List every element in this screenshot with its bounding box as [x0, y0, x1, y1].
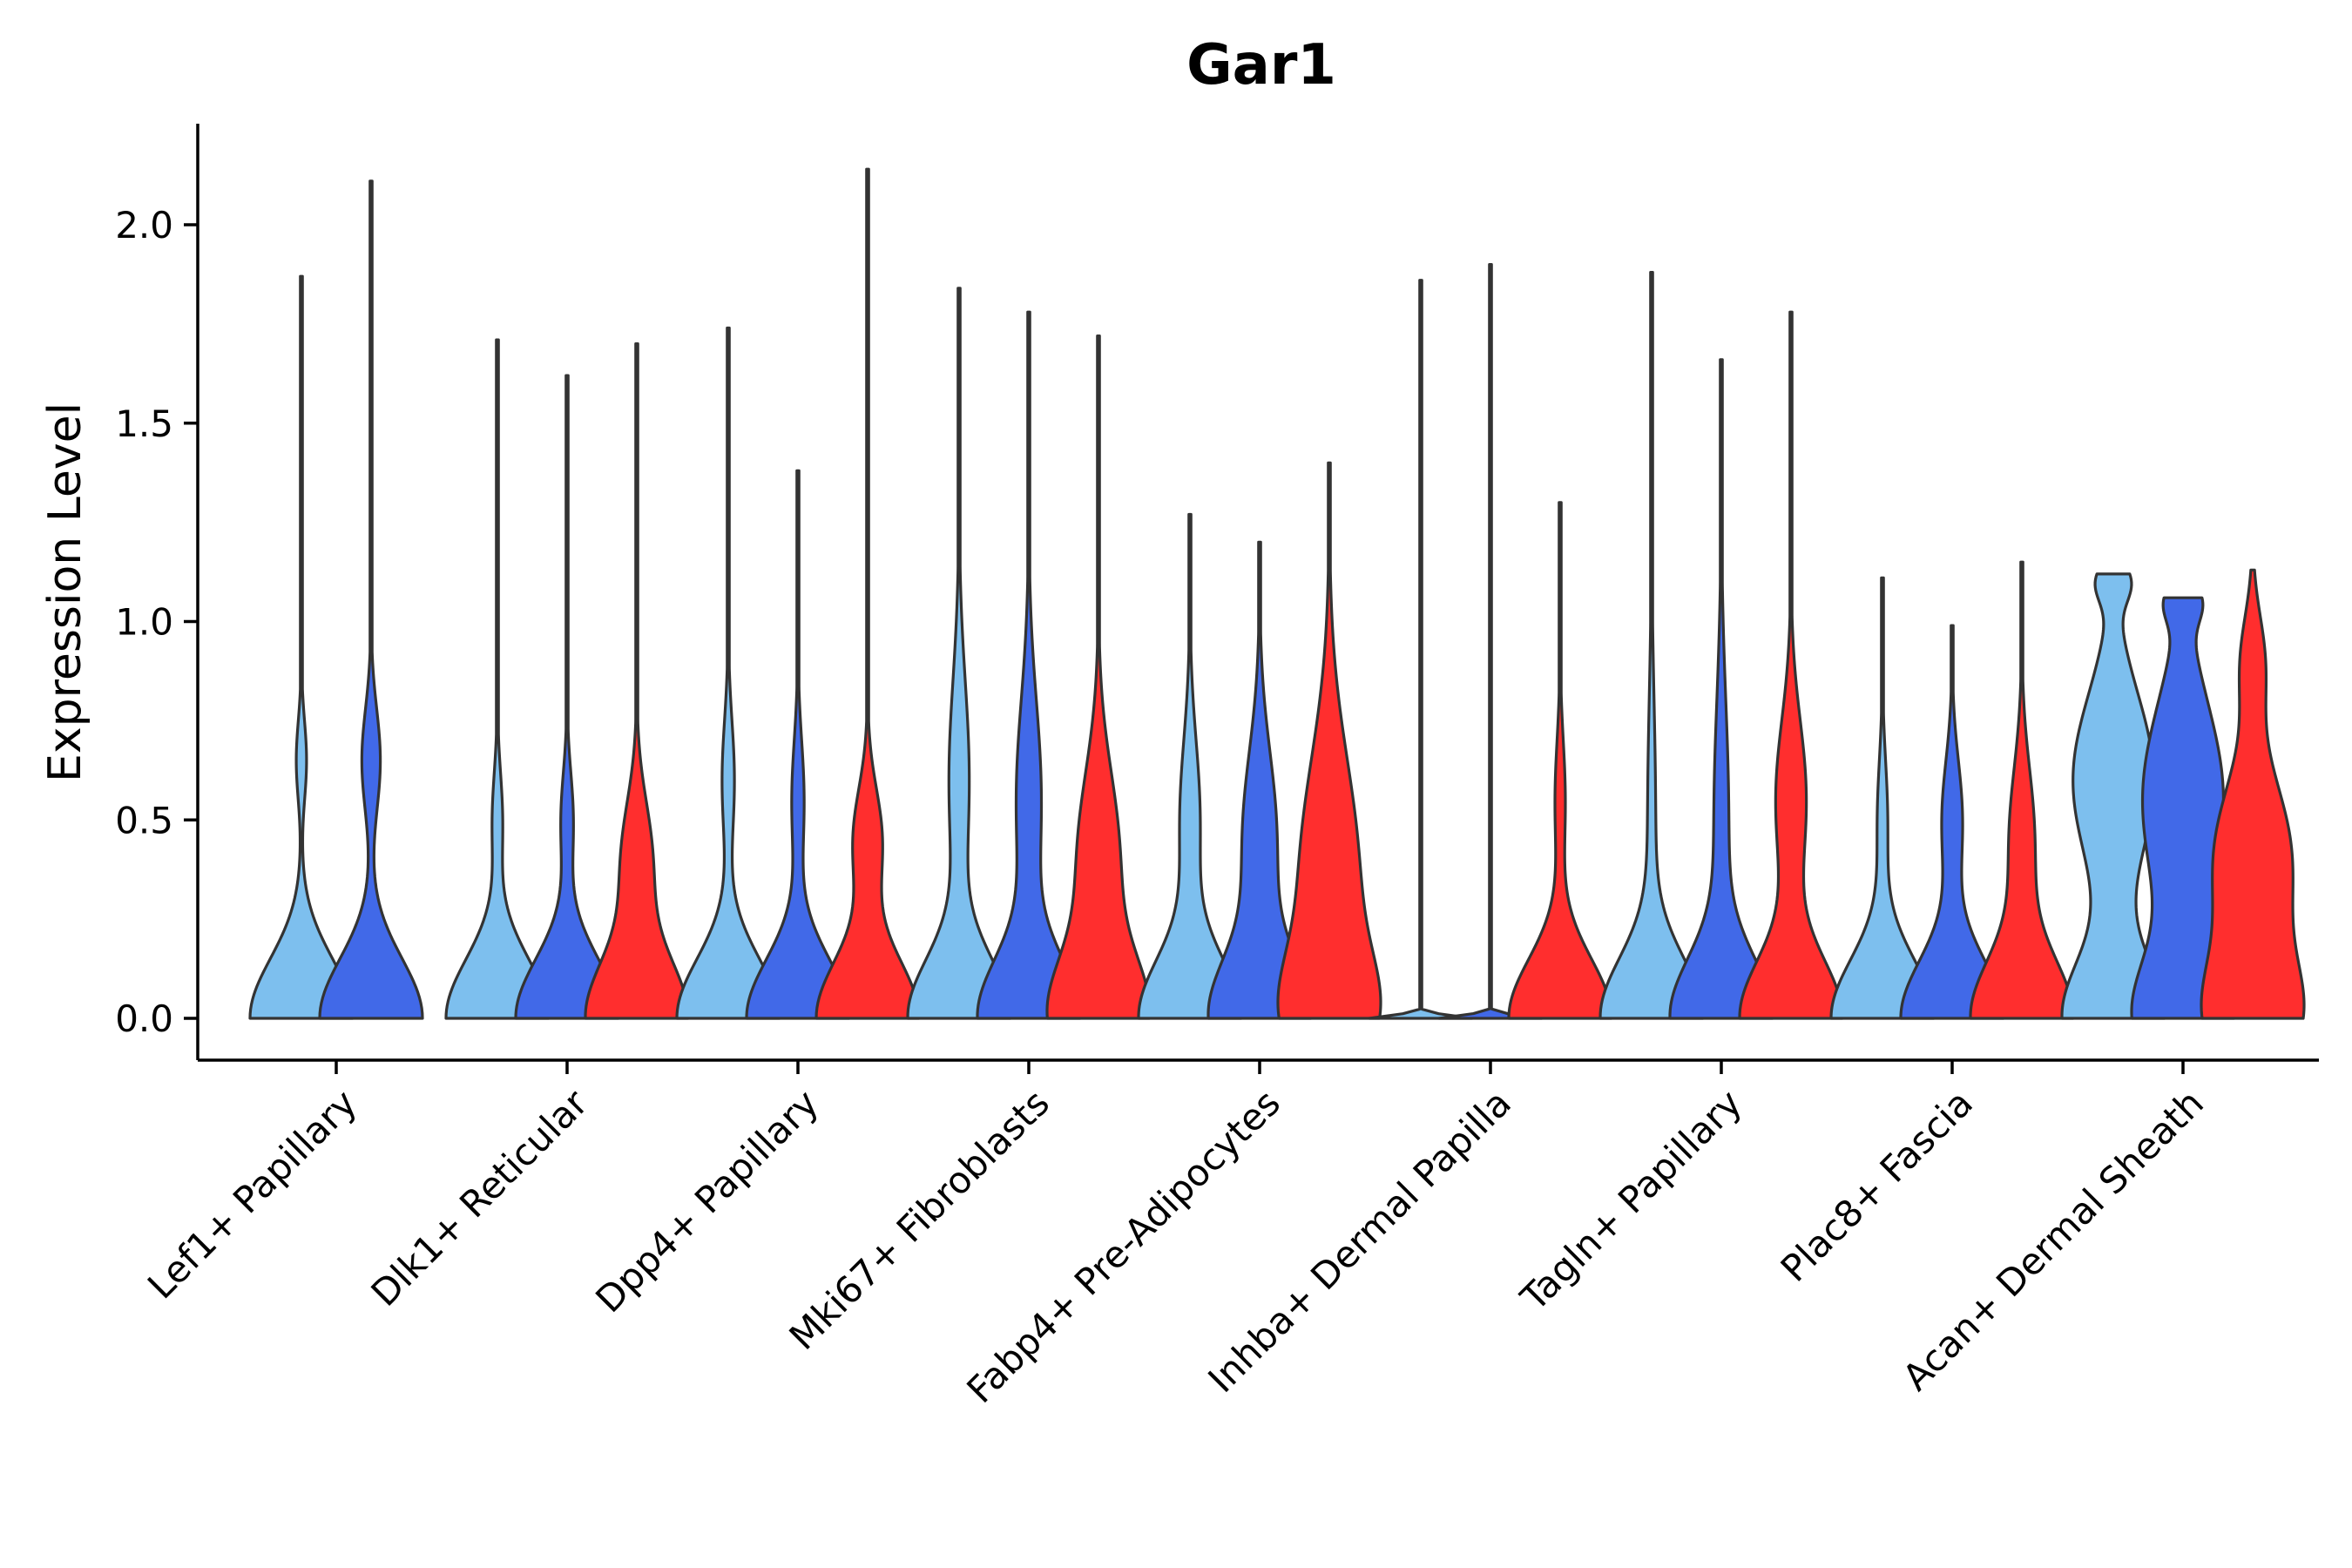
violin-mark: [1668, 358, 1774, 1020]
violin-mark: [1899, 624, 2005, 1020]
y-tick-label: 1.0: [115, 601, 173, 644]
violin-mark: [1437, 262, 1544, 1020]
x-tick-label: Mki67+ Fibroblasts: [781, 1081, 1058, 1357]
y-tick-label: 2.0: [115, 204, 173, 247]
violin-mark: [1368, 279, 1474, 1020]
y-tick-label: 0.0: [115, 997, 173, 1040]
violin-mark: [1507, 501, 1613, 1020]
x-tick-label: Dlk1+ Reticular: [363, 1081, 597, 1315]
y-tick-label: 0.5: [115, 799, 173, 841]
violin-mark: [2060, 572, 2166, 1020]
violin-mark: [1738, 310, 1844, 1020]
violin-mark: [1045, 334, 1152, 1020]
violin-mark: [1829, 576, 1936, 1020]
violin-mark: [906, 287, 1012, 1020]
violin-mark: [745, 469, 851, 1020]
y-axis-label: Expression Level: [39, 402, 91, 782]
violin-mark: [976, 310, 1082, 1020]
x-tick-label: Plac8+ Fascia: [1773, 1081, 1981, 1289]
violin-mark: [318, 179, 424, 1020]
x-tick-label: Dpp4+ Papillary: [587, 1081, 827, 1321]
violin-mark: [1598, 271, 1705, 1020]
x-tick-label: Tagln+ Papillary: [1512, 1081, 1750, 1319]
violin-mark: [1137, 512, 1243, 1020]
violin-mark: [814, 167, 921, 1020]
chart-title: Gar1: [1186, 33, 1336, 98]
y-axis: 0.0 0.5 1.0 1.5 2.0: [115, 124, 199, 1060]
violin-mark: [514, 374, 620, 1020]
violin-plot-area: [248, 167, 2306, 1020]
violin-mark: [1969, 560, 2075, 1020]
violin-mark: [1276, 461, 1382, 1020]
violin-mark: [248, 274, 355, 1020]
violin-mark: [675, 326, 781, 1020]
violin-mark: [2200, 568, 2306, 1020]
violin-mark: [584, 342, 690, 1020]
violin-mark: [1206, 540, 1313, 1020]
y-tick-label: 1.5: [115, 402, 173, 445]
x-tick-label: Lef1+ Papillary: [139, 1081, 365, 1307]
violin-mark: [444, 338, 551, 1020]
